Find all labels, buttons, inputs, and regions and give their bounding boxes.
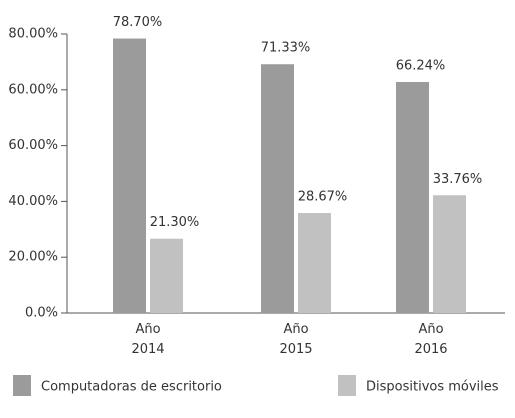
- x-tick-label: Año 2016: [414, 322, 448, 357]
- bar: [433, 195, 466, 313]
- bar: [298, 213, 331, 313]
- value-label: 21.30%: [150, 215, 200, 230]
- value-label: 33.76%: [433, 172, 483, 187]
- legend-label: Computadoras de escritorio: [41, 380, 222, 395]
- y-tick-label: 20.00%: [8, 250, 58, 265]
- value-label: 28.67%: [298, 190, 348, 205]
- y-tick-label: 60.00%: [8, 82, 58, 97]
- legend-swatch: [338, 375, 356, 396]
- legend-swatch: [13, 375, 31, 396]
- value-label: 71.33%: [261, 41, 311, 56]
- y-tick-label: 0.0%: [25, 306, 58, 321]
- y-tick-label: 60.00%: [8, 138, 58, 153]
- x-tick-label: Año 2015: [279, 322, 313, 357]
- x-tick-label: Año 2014: [131, 322, 165, 357]
- bar: [113, 38, 146, 313]
- value-label: 66.24%: [396, 58, 446, 73]
- bar: [150, 238, 183, 313]
- value-label: 78.70%: [113, 15, 163, 30]
- bar: [261, 64, 294, 313]
- legend-label: Dispositivos móviles: [366, 380, 499, 395]
- y-tick-label: 40.00%: [8, 194, 58, 209]
- y-tick-label: 80.00%: [8, 27, 58, 42]
- bar: [396, 81, 429, 313]
